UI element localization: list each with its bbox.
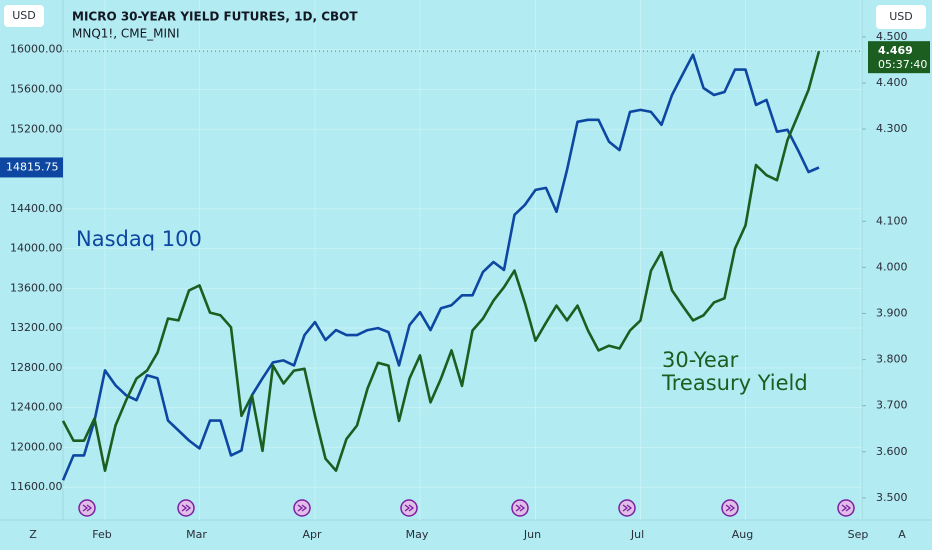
chart-title: MICRO 30-YEAR YIELD FUTURES, 1D, CBOT	[72, 10, 358, 24]
series-line	[61, 53, 820, 481]
currency-right[interactable]: USD	[889, 10, 913, 23]
y2-tick-label: 3.800	[876, 353, 908, 366]
event-icon-glyph	[297, 504, 308, 512]
y-tick-label: 11600.00	[10, 480, 63, 493]
x-tick-label: Aug	[732, 528, 753, 541]
y2-tick-label: 3.700	[876, 399, 908, 412]
currency-left[interactable]: USD	[12, 9, 36, 22]
x-tick-label: Feb	[92, 528, 111, 541]
x-tick-label: Apr	[302, 528, 322, 541]
x-tick-label: Jul	[630, 528, 644, 541]
y-tick-label: 15200.00	[10, 122, 63, 135]
event-icon-glyph	[181, 504, 192, 512]
y-tick-label: 12800.00	[10, 361, 63, 374]
y2-tick-label: 4.100	[876, 214, 908, 227]
grid	[0, 0, 932, 521]
event-icon-glyph	[515, 504, 526, 512]
event-icon-glyph	[82, 504, 93, 512]
y2-tick-label: 3.600	[876, 445, 908, 458]
event-icon-glyph	[841, 504, 852, 512]
x-tick-label: Mar	[186, 528, 207, 541]
currency-badge[interactable]	[876, 5, 926, 29]
x-tick-label: May	[406, 528, 429, 541]
annotation: Nasdaq 100	[76, 227, 202, 251]
y2-tick-label: 4.300	[876, 122, 908, 135]
price-badge	[868, 41, 930, 74]
y-tick-label: 12400.00	[10, 401, 63, 414]
plot	[61, 50, 855, 517]
series-line	[61, 50, 821, 472]
price-badge	[0, 157, 63, 178]
event-icon-glyph	[725, 504, 736, 512]
y-tick-label: 13600.00	[10, 281, 63, 294]
y-tick-label: 14000.00	[10, 242, 63, 255]
event-icon-glyph	[622, 504, 633, 512]
annotation: 30-Year	[662, 348, 739, 372]
corner-right[interactable]: A	[898, 528, 906, 541]
y-tick-label: 12000.00	[10, 440, 63, 453]
y2-tick-label: 4.000	[876, 260, 908, 273]
y-tick-label: 15600.00	[10, 82, 63, 95]
y-tick-label: 14400.00	[10, 202, 63, 215]
chart-subtitle: MNQ1!, CME_MINI	[72, 27, 180, 41]
x-tick-label: Sep	[848, 528, 869, 541]
event-icon-glyph	[404, 504, 415, 512]
last-value: 14815.75	[6, 160, 59, 173]
annotation: Treasury Yield	[661, 371, 808, 395]
y2-tick-label: 4.500	[876, 30, 908, 43]
corner-left[interactable]: Z	[29, 528, 37, 541]
y2-tick-label: 3.500	[876, 491, 908, 504]
y2-tick-label: 3.900	[876, 306, 908, 319]
countdown: 05:37:40	[878, 58, 927, 71]
y2-tick-label: 4.400	[876, 76, 908, 89]
y-tick-label: 13200.00	[10, 321, 63, 334]
x-tick-label: Jun	[523, 528, 541, 541]
y-tick-label: 16000.00	[10, 43, 63, 56]
currency-badge[interactable]	[4, 5, 44, 27]
last-value: 4.469	[878, 44, 913, 57]
